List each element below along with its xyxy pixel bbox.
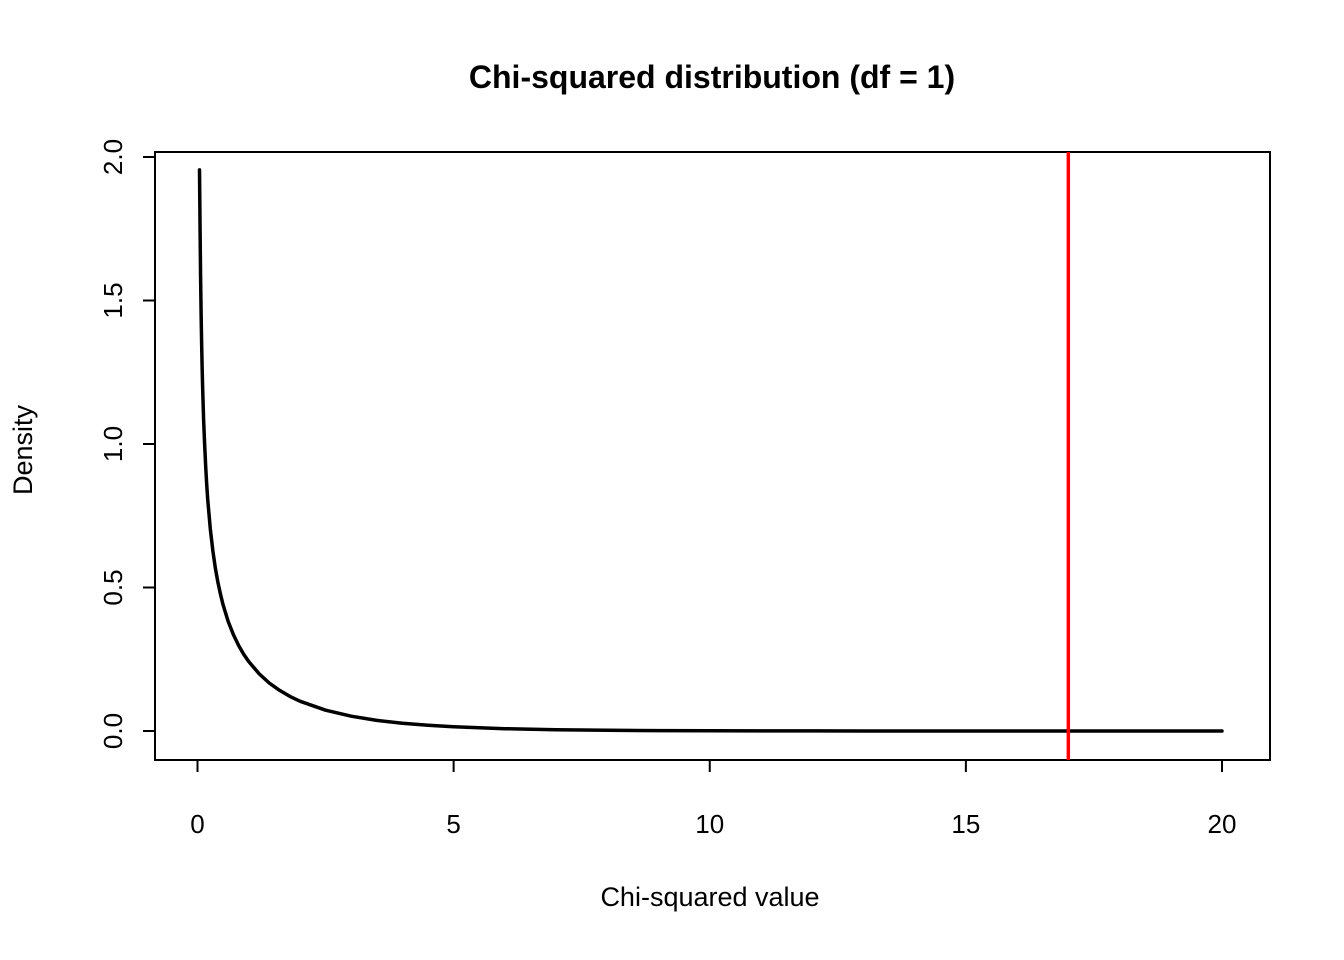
x-axis-label: Chi-squared value [600,882,819,912]
y-tick-label: 1.0 [98,426,128,462]
y-tick-label: 0.0 [98,713,128,749]
y-tick-label: 0.5 [98,569,128,605]
x-tick-label: 15 [951,809,980,839]
chart-title: Chi-squared distribution (df = 1) [469,59,955,95]
y-axis-label: Density [8,404,38,495]
y-tick-label: 1.5 [98,282,128,318]
x-tick-label: 5 [446,809,460,839]
x-tick-label: 0 [190,809,204,839]
density-curve [197,168,1224,733]
plot-box [154,151,1271,761]
x-tick-label: 20 [1208,809,1237,839]
x-tick-label: 10 [695,809,724,839]
axes: 0 5 10 15 20 0.0 0.5 1.0 1.5 2.0 [98,139,1236,839]
y-tick-label: 2.0 [98,139,128,175]
